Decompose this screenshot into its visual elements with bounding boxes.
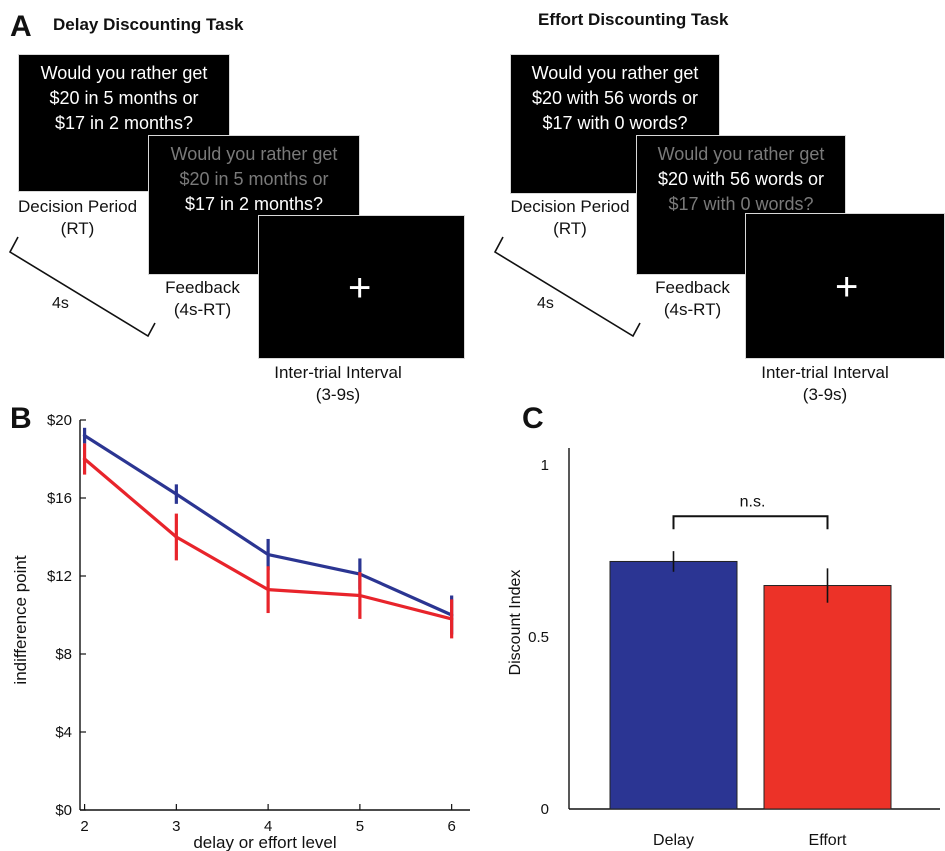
panel-b-letter: B bbox=[10, 402, 32, 435]
delay-feedback-line-2: $20 in 5 months or bbox=[179, 169, 329, 189]
delay-feedback-line-1: Would you rather get bbox=[170, 144, 338, 164]
series-2-point bbox=[358, 593, 362, 598]
y-tick-label: $4 bbox=[55, 724, 72, 741]
bar-effort bbox=[763, 585, 892, 810]
x-tick-label: 6 bbox=[447, 818, 455, 835]
delay-task-title: Delay Discounting Task bbox=[53, 15, 244, 34]
effort-iti-label: Inter-trial Interval (3-9s) bbox=[761, 363, 889, 404]
series-1-point bbox=[82, 433, 87, 438]
fixation-cross-icon: + bbox=[348, 266, 372, 310]
fixation-cross-icon: + bbox=[835, 265, 859, 309]
y-tick-label: 1 bbox=[541, 457, 549, 474]
y-tick-label: $0 bbox=[55, 802, 72, 819]
series-1-point bbox=[266, 552, 270, 557]
delay-decision-line-3: $17 in 2 months? bbox=[54, 113, 194, 133]
y-tick-label: $20 bbox=[47, 412, 72, 429]
x-tick-label: Delay bbox=[653, 832, 694, 849]
delay-feedback-label: Feedback (4s-RT) bbox=[165, 278, 240, 319]
delay-decision-screen: Would you rather get $20 in 5 months or … bbox=[18, 54, 230, 192]
panel-a-letter: A bbox=[10, 10, 32, 43]
x-axis-label: delay or effort level bbox=[193, 833, 336, 851]
effort-decision-label: Decision Period (RT) bbox=[510, 197, 630, 238]
delay-decision-label: Decision Period (RT) bbox=[17, 197, 138, 238]
y-axis-label: indifference point bbox=[11, 555, 30, 684]
effort-feedback-label: Feedback (4s-RT) bbox=[655, 278, 730, 319]
delay-decision-line-1: Would you rather get bbox=[40, 63, 208, 83]
effort-duration-label: 4s bbox=[537, 295, 554, 312]
delay-iti-label: Inter-trial Interval (3-9s) bbox=[274, 363, 402, 404]
series-2-point bbox=[174, 535, 179, 539]
delay-feedback-screen: Would you rather get $20 in 5 months or … bbox=[148, 135, 360, 275]
x-tick-label: 5 bbox=[356, 818, 364, 835]
x-tick-label: Effort bbox=[809, 832, 848, 849]
y-tick-label: $16 bbox=[47, 490, 72, 507]
x-tick-label: 3 bbox=[172, 818, 180, 835]
effort-decision-line-2: $20 with 56 words or bbox=[531, 88, 699, 108]
delay-feedback-line-3: $17 in 2 months? bbox=[184, 194, 324, 214]
effort-decision-line-1: Would you rather get bbox=[531, 63, 699, 83]
y-axis-label: Discount Index bbox=[507, 570, 524, 676]
panel-c-letter: C bbox=[522, 402, 544, 435]
bar-delay bbox=[609, 560, 738, 810]
bar-chart-discount-index: 0 0.5 1 Discount Index Delay Effort n.s. bbox=[507, 448, 940, 849]
y-tick-label: $12 bbox=[47, 568, 72, 585]
series-1-point bbox=[174, 492, 179, 496]
effort-feedback-line-2: $20 with 56 words or bbox=[657, 169, 825, 189]
effort-decision-line-3: $17 with 0 words? bbox=[542, 113, 688, 133]
effort-task-title: Effort Discounting Task bbox=[538, 10, 729, 29]
effort-feedback-line-3: $17 with 0 words? bbox=[668, 194, 814, 214]
significance-label: n.s. bbox=[740, 493, 766, 510]
delay-duration-bracket bbox=[8, 236, 641, 338]
y-tick-label: 0 bbox=[541, 801, 549, 818]
delay-decision-line-2: $20 in 5 months or bbox=[49, 88, 199, 108]
effort-feedback-line-1: Would you rather get bbox=[657, 144, 825, 164]
y-tick-label: 0.5 bbox=[528, 629, 549, 646]
effort-iti-screen: + bbox=[745, 213, 945, 359]
series-2-point bbox=[82, 457, 87, 461]
series-2-point bbox=[449, 617, 454, 621]
x-tick-label: 2 bbox=[80, 818, 88, 835]
delay-duration-label: 4s bbox=[52, 295, 69, 312]
delay-iti-screen: + bbox=[258, 215, 465, 359]
line-chart-indifference: $0 $4 $8 $12 $16 $20 2 3 4 5 6 delay or effort leve… bbox=[11, 412, 470, 851]
x-tick-label: 4 bbox=[264, 818, 272, 835]
significance-bracket bbox=[672, 515, 829, 530]
series-2-point bbox=[266, 587, 270, 592]
y-tick-label: $8 bbox=[55, 646, 72, 663]
